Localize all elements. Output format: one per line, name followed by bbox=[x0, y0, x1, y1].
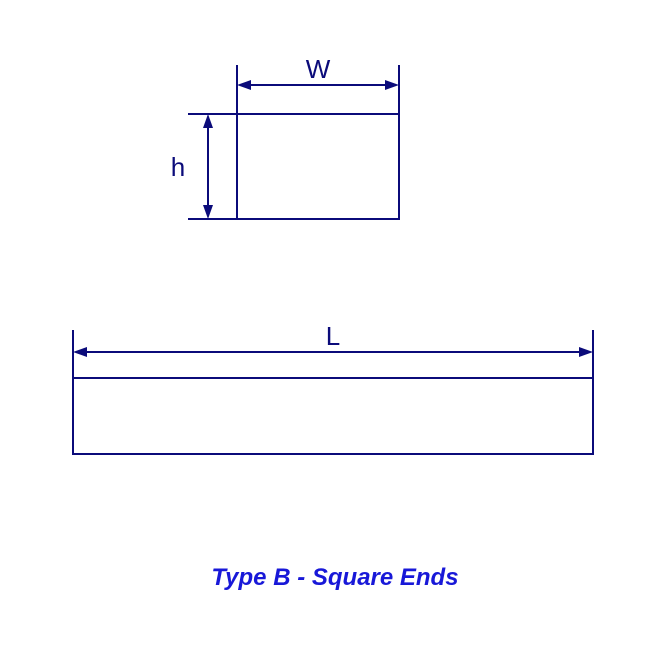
cross-section-rect bbox=[237, 114, 399, 219]
dim-w-label: W bbox=[306, 54, 331, 84]
diagram-caption: Type B - Square Ends bbox=[0, 564, 670, 592]
dim-h-label: h bbox=[171, 152, 185, 182]
side-view-rect bbox=[73, 378, 593, 454]
dim-l-label: L bbox=[326, 321, 340, 351]
